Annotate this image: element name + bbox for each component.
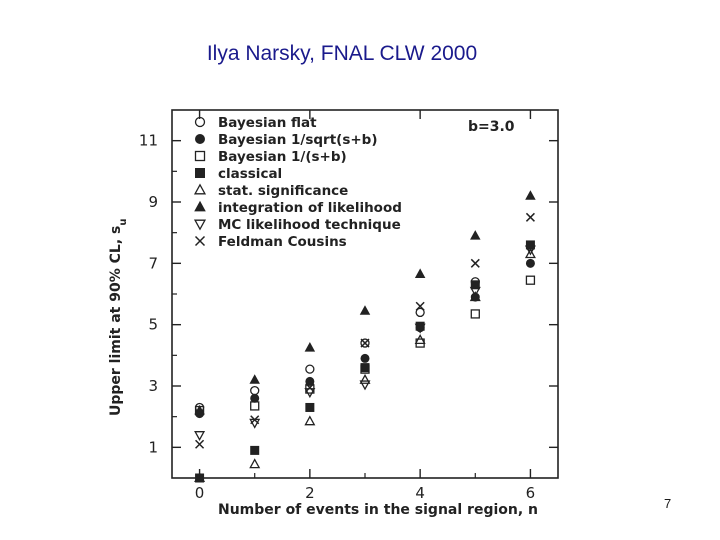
legend-marker-6 (193, 219, 207, 231)
y-tick-label-3: 3 (148, 377, 158, 395)
point-s7-4-stroke-b (415, 301, 425, 311)
annotation-b: b=3.0 (468, 119, 515, 135)
point-s7-0 (195, 439, 205, 449)
series-6 (194, 245, 536, 442)
point-s5-2 (304, 342, 316, 352)
point-s6-2 (304, 388, 316, 399)
axis-ticks: 0 2 4 6 1 3 5 7 9 11 (139, 110, 558, 502)
legend-marker-7 (194, 235, 206, 247)
point-s7-2-stroke-b (305, 383, 315, 393)
point-s7-1-stroke-b (250, 415, 260, 425)
point-s0-2 (305, 364, 315, 374)
y-tick-label-11: 11 (139, 132, 158, 150)
point-s5-0 (194, 404, 205, 415)
point-s3-2 (305, 402, 315, 412)
legend-marker-3 (195, 168, 205, 178)
series-0 (194, 241, 536, 413)
point-s4-0 (194, 472, 206, 483)
x-tick-label-2: 2 (305, 484, 315, 502)
y-tick-label-9: 9 (148, 193, 158, 211)
legend-marker-2 (194, 150, 206, 162)
y-tick-label-5: 5 (148, 316, 158, 334)
point-s1-1 (250, 393, 260, 403)
data-markers (194, 190, 536, 483)
point-s2-6 (525, 275, 536, 285)
point-s4-6 (524, 248, 536, 259)
point-s7-5 (470, 258, 480, 268)
point-s7-5-stroke-b (470, 258, 480, 268)
point-s0-1 (250, 385, 260, 396)
point-s7-0-stroke-b (195, 439, 205, 449)
legend-label-6: MC likelihood technique (218, 217, 401, 233)
point-s1-6 (525, 258, 535, 268)
point-s1-3 (360, 353, 370, 363)
point-s7-3 (360, 338, 370, 348)
point-s6-4 (414, 323, 426, 334)
y-axis-title-text: Upper limit at 90% CL, s (108, 226, 124, 416)
point-s3-3 (360, 363, 370, 373)
legend-marker-1 (195, 134, 205, 144)
point-s4-1 (249, 458, 261, 469)
x-tick-label-0: 0 (195, 484, 205, 502)
point-s7-6 (525, 212, 535, 222)
point-s0-3 (360, 338, 370, 348)
point-s6-3 (359, 380, 371, 391)
legend-label-1: Bayesian 1/sqrt(s+b) (218, 132, 378, 148)
legend-label-4: stat. significance (218, 183, 348, 199)
legend-marker-0 (194, 116, 206, 128)
point-s2-5 (470, 309, 480, 319)
point-s4-5 (469, 291, 481, 302)
point-s4-3 (359, 373, 371, 384)
y-tick-label-1: 1 (148, 438, 158, 456)
legend-label-0: Bayesian flat (218, 115, 317, 131)
legend-label-7: Feldman Cousins (218, 234, 347, 250)
series-4 (194, 248, 536, 483)
point-s2-1 (250, 401, 260, 411)
y-tick-label-7: 7 (148, 254, 158, 272)
series-3 (195, 240, 535, 483)
point-s4-4 (414, 334, 426, 345)
point-s7-4 (415, 301, 425, 311)
point-s6-0 (194, 431, 206, 442)
point-s3-1 (250, 445, 260, 455)
point-s7-1 (250, 415, 260, 425)
point-s7-6-stroke-b (525, 212, 535, 222)
page-number: 7 (664, 496, 672, 511)
point-s7-2 (305, 383, 315, 393)
point-s4-2 (304, 415, 316, 426)
point-s6-5 (469, 286, 481, 297)
point-s5-4 (414, 268, 426, 278)
series-2 (194, 275, 536, 416)
legend-label-5: integration of likelihood (218, 200, 402, 216)
legend-marker-5 (194, 200, 206, 212)
y-axis-title: Upper limit at 90% CL, su (108, 219, 129, 416)
point-s6-6 (524, 245, 536, 256)
point-s3-5 (470, 280, 480, 290)
slide-title: Ilya Narsky, FNAL CLW 2000 (206, 42, 478, 65)
x-tick-label-6: 6 (526, 484, 536, 502)
legend-label-2: Bayesian 1/(s+b) (218, 149, 347, 165)
x-tick-label-4: 4 (415, 484, 425, 502)
series-5 (194, 190, 536, 415)
point-s5-5 (470, 230, 481, 240)
y-axis-title-subscript: u (118, 219, 129, 226)
series-7 (195, 212, 535, 449)
legend-marker-4 (193, 183, 207, 195)
point-s5-1 (249, 374, 260, 384)
point-s7-3-stroke-b (360, 338, 370, 348)
x-axis-title: Number of events in the signal region, n (218, 502, 538, 518)
point-s5-6 (525, 190, 536, 200)
legend-marker-7-stroke-b (194, 235, 206, 247)
point-s5-3 (359, 305, 371, 315)
point-s0-4 (415, 307, 425, 318)
legend-label-3: classical (218, 166, 282, 182)
